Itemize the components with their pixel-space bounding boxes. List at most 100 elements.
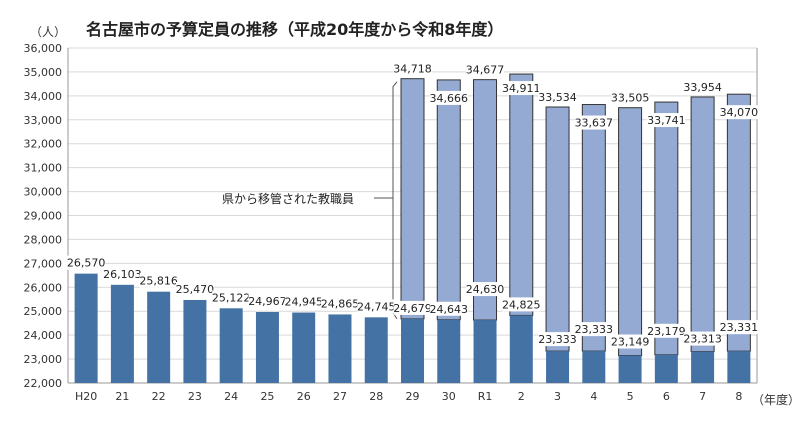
data-label-bg (502, 297, 541, 312)
x-tick-label: 6 (663, 390, 670, 403)
bar-total (581, 104, 606, 352)
x-tick-label: 21 (115, 390, 129, 403)
bar-base (328, 314, 352, 383)
y-tick-label: 36,000 (24, 42, 63, 55)
data-label-bg (574, 115, 613, 130)
data-label-total: 34,718 (393, 63, 432, 76)
data-label-bg (683, 331, 722, 346)
bar-base (147, 291, 171, 383)
x-tick-label: 8 (735, 390, 742, 403)
data-label-bg (320, 296, 359, 311)
bar-base (546, 351, 570, 383)
data-label-base: 24,865 (321, 297, 360, 310)
data-label-total: 33,741 (647, 114, 686, 127)
data-label-bg (611, 334, 650, 349)
bar-total (509, 73, 534, 316)
data-label-bg (502, 81, 541, 96)
x-tick-label: 22 (152, 390, 166, 403)
data-label-base: 25,122 (212, 291, 251, 304)
x-tick-label: 4 (590, 390, 597, 403)
data-label-bg (611, 90, 650, 105)
data-label-base: 24,745 (357, 300, 396, 313)
data-label-bg (538, 90, 577, 105)
x-tick-label: 26 (297, 390, 311, 403)
bar-base (582, 351, 606, 383)
x-tick-label: 24 (224, 390, 238, 403)
y-tick-label: 28,000 (24, 233, 63, 246)
data-label-bg (393, 300, 432, 315)
data-label-bg (647, 323, 686, 338)
data-label-base: 23,179 (647, 325, 686, 338)
data-label-bg (139, 273, 178, 288)
bar-total (618, 107, 643, 357)
x-tick-label: 3 (554, 390, 561, 403)
annotation: 県から移管された教職員 (222, 191, 354, 206)
data-label-bg (683, 79, 722, 94)
x-tick-label: 29 (406, 390, 420, 403)
bar-base (727, 351, 751, 383)
bar-total (545, 106, 570, 352)
data-label-bg (357, 299, 396, 314)
data-label-base: 23,331 (720, 321, 759, 334)
data-label-base: 26,570 (67, 257, 106, 270)
data-label-base: 24,643 (430, 303, 469, 316)
data-label-base: 24,630 (466, 283, 505, 296)
bar-base (219, 308, 243, 383)
data-label-bg (175, 281, 214, 296)
y-tick-label: 33,000 (24, 114, 63, 127)
x-tick-label: H20 (75, 390, 97, 403)
data-label-bg (429, 301, 468, 316)
data-label-bg (466, 62, 505, 77)
data-label-bg (647, 113, 686, 128)
data-label-base: 25,470 (176, 283, 215, 296)
data-label-base: 24,967 (248, 295, 287, 308)
bar-base (74, 273, 98, 383)
x-tick-label: 2 (518, 390, 525, 403)
x-tick-label: 25 (260, 390, 274, 403)
bar-total (726, 93, 751, 352)
annotation-bracket (392, 81, 398, 320)
y-tick-label: 22,000 (24, 377, 63, 390)
x-tick-label: 28 (369, 390, 383, 403)
data-label-bg (284, 294, 323, 309)
data-label-bg (538, 332, 577, 347)
data-label-bg (466, 282, 505, 297)
data-label-bg (212, 290, 251, 305)
bar-base (509, 315, 533, 383)
data-label-bg (67, 255, 106, 270)
x-tick-label: R1 (478, 390, 493, 403)
y-tick-label: 25,000 (24, 305, 63, 318)
bar-total (690, 96, 715, 353)
x-tick-label: 27 (333, 390, 347, 403)
data-label-bg (393, 61, 432, 76)
y-tick-label: 34,000 (24, 90, 63, 103)
data-label-base: 25,816 (139, 275, 178, 288)
data-label-base: 23,313 (683, 333, 722, 346)
data-label-total: 33,954 (683, 81, 722, 94)
bar-base (364, 317, 388, 383)
data-label-bg (719, 320, 758, 335)
data-label-base: 23,149 (611, 336, 650, 349)
y-tick-label: 30,000 (24, 186, 63, 199)
data-label-bg (248, 294, 287, 309)
x-tick-label: 5 (627, 390, 634, 403)
data-label-base: 26,103 (103, 268, 142, 281)
x-tick-label: 23 (188, 390, 202, 403)
y-tick-label: 29,000 (24, 210, 63, 223)
bar-base (654, 354, 678, 383)
data-label-base: 24,825 (502, 298, 541, 311)
data-label-total: 33,505 (611, 92, 650, 105)
bar-base (473, 320, 497, 383)
data-label-total: 34,677 (466, 64, 505, 77)
data-label-base: 24,945 (284, 296, 323, 309)
bar-total (436, 79, 461, 321)
x-tick-label: 7 (699, 390, 706, 403)
x-tick-label: 30 (442, 390, 456, 403)
data-label-total: 34,911 (502, 82, 541, 95)
bar-base (292, 312, 316, 383)
data-label-bg (103, 266, 142, 281)
y-tick-label: 24,000 (24, 329, 63, 342)
y-tick-label: 35,000 (24, 66, 63, 79)
